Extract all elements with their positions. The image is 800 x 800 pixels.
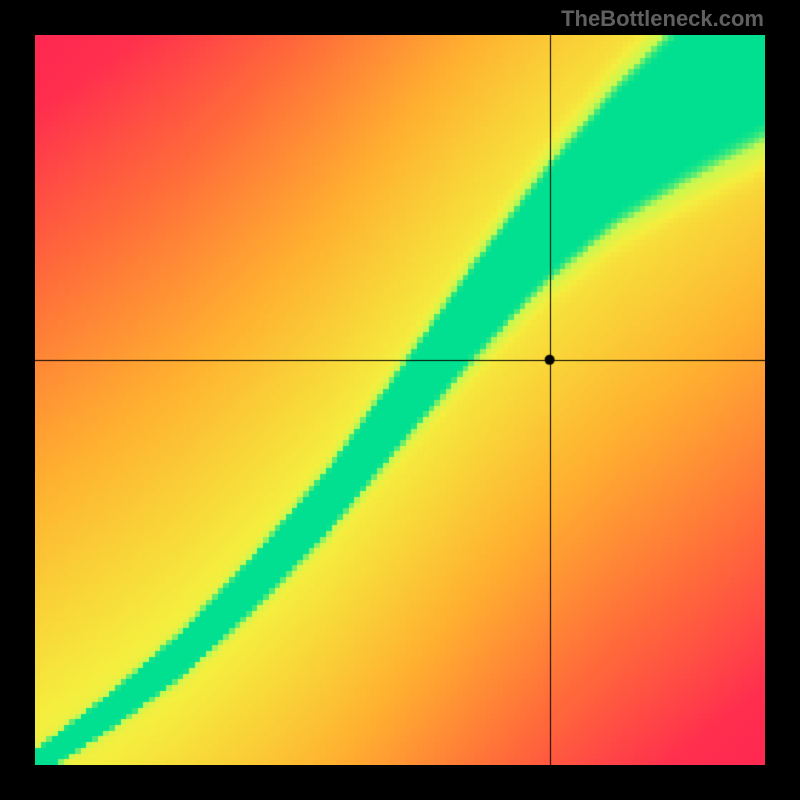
bottleneck-heatmap	[35, 35, 765, 765]
chart-container: TheBottleneck.com	[0, 0, 800, 800]
watermark-text: TheBottleneck.com	[561, 6, 764, 32]
